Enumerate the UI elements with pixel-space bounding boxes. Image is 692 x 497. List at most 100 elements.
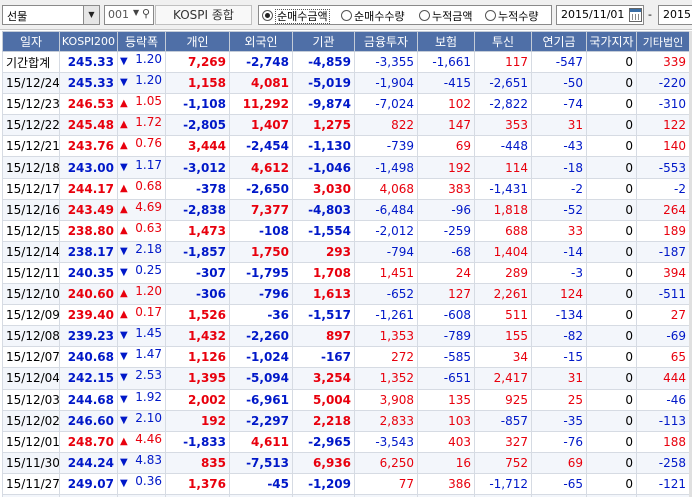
radio-dot-icon (419, 10, 430, 21)
table-row[interactable]: 기간합계 245.33 ▼ 1.20 7,269 -2,748 -4,859 -3,355 -1… (2, 50, 690, 74)
radio-net-amount[interactable]: 순매수금액 (262, 8, 330, 24)
col-header[interactable]: 금융투자 (354, 31, 418, 52)
value-cell: -6,961 (229, 388, 293, 411)
value-cell: 0 (586, 430, 637, 453)
kospi200-cell: 249.07 (59, 472, 118, 495)
value-cell: -258 (636, 451, 690, 474)
table-row[interactable]: 15/12/11 240.35 ▼ 0.25 -307 -1,795 1,708 1,451 2… (2, 261, 690, 285)
date-cell: 15/12/09 (2, 304, 60, 327)
value-cell: 5,004 (292, 388, 355, 411)
table-row[interactable]: 15/11/30 244.24 ▼ 4.83 835 -7,513 6,936 6,250 16… (2, 451, 690, 474)
col-header[interactable]: 연기금 (531, 31, 587, 52)
table-row[interactable]: 15/12/22 245.48 ▲ 1.72 -2,805 1,407 1,275 822 14… (2, 114, 690, 137)
table-row[interactable]: 15/12/14 238.17 ▼ 2.18 -1,857 1,750 293 -794 -68… (2, 240, 690, 263)
value-cell: 65 (636, 346, 690, 369)
col-header[interactable]: 기타법인 (636, 31, 690, 52)
value-cell: -2 (531, 177, 587, 200)
chevron-down-icon[interactable]: ▼ (83, 6, 99, 24)
end-date-value: 2015 (663, 8, 691, 21)
table-row[interactable]: 15/12/15 238.80 ▲ 0.63 1,473 -108 -1,554 -2,012… (2, 219, 690, 242)
col-header[interactable]: 개인 (165, 31, 230, 52)
value-cell: -2,260 (229, 325, 293, 348)
start-date-input[interactable]: 2015/11/01 (556, 5, 644, 25)
radio-cum-amount[interactable]: 누적금액 (419, 8, 472, 23)
table-row[interactable]: 15/12/21 243.76 ▲ 0.76 3,444 -2,454 -1,130 -739… (2, 135, 690, 158)
triangle-up-icon: ▲ (120, 182, 128, 194)
col-header[interactable]: 일자 (2, 31, 60, 52)
value-cell: 140 (636, 135, 690, 158)
table-row[interactable]: 15/12/04 242.15 ▼ 2.53 1,395 -5,094 3,254 1,352… (2, 367, 690, 390)
vertical-scrollbar[interactable] (689, 31, 692, 497)
value-cell: -306 (165, 283, 230, 306)
table-row[interactable]: 15/12/10 240.60 ▲ 1.20 -306 -796 1,613 -652 127 2… (2, 283, 690, 306)
triangle-down-icon: ▼ (120, 245, 128, 257)
value-cell: 4,068 (354, 177, 418, 200)
table-row[interactable]: 15/12/17 244.17 ▲ 0.68 -378 -2,650 3,030 4,068 3… (2, 177, 690, 200)
value-cell: 925 (474, 388, 532, 411)
value-cell: 4,081 (229, 72, 293, 95)
end-date-input[interactable]: 2015 (658, 5, 692, 25)
value-cell: -1,431 (474, 177, 532, 200)
table-row[interactable]: 15/12/03 244.68 ▼ 1.92 2,002 -6,961 5,004 3,908… (2, 388, 690, 411)
table-row[interactable]: 15/12/02 246.60 ▼ 2.10 192 -2,297 2,218 2,833 10… (2, 409, 690, 432)
value-cell: -50 (531, 72, 587, 95)
radio-cum-quantity[interactable]: 누적수량 (485, 8, 538, 23)
col-header[interactable]: 외국인 (229, 31, 293, 52)
col-header[interactable]: 보험 (417, 31, 475, 52)
change-value: 1.92 (135, 389, 162, 404)
change-value: 1.05 (135, 94, 162, 109)
value-cell: -65 (531, 472, 587, 495)
radio-net-quantity[interactable]: 순매수수량 (341, 8, 405, 23)
change-value: 0.25 (135, 262, 162, 277)
col-header[interactable]: 국가지자 (586, 31, 637, 52)
date-separator: - (648, 8, 652, 21)
col-header[interactable]: 기관 (292, 31, 355, 52)
calendar-icon[interactable] (629, 8, 642, 22)
value-cell: -608 (417, 304, 475, 327)
value-cell: -2,748 (229, 50, 293, 74)
change-cell: ▼ 4.83 (117, 451, 166, 474)
kospi200-cell: 245.48 (59, 114, 118, 137)
col-header[interactable]: KOSPI200 (59, 31, 118, 52)
value-cell: -5,019 (292, 72, 355, 95)
value-cell: 293 (292, 240, 355, 263)
change-cell: ▲ 4.69 (117, 198, 166, 221)
value-cell: 33 (531, 219, 587, 242)
change-value: 2.18 (135, 241, 162, 256)
table-row[interactable]: 15/12/16 243.49 ▲ 4.69 -2,838 7,377 -4,803 -6,4… (2, 198, 690, 221)
value-cell: 0 (586, 72, 637, 95)
kospi200-cell: 243.00 (59, 156, 118, 179)
value-cell: -18 (531, 156, 587, 179)
search-icon[interactable]: ⚲ (142, 7, 151, 20)
table-row[interactable]: 15/12/09 239.40 ▲ 0.17 1,526 -36 -1,517 -1,261-… (2, 304, 690, 327)
col-header[interactable]: 투신 (474, 31, 532, 52)
value-cell: -7,024 (354, 93, 418, 116)
value-cell: 1,432 (165, 325, 230, 348)
value-cell: 0 (586, 156, 637, 179)
table-row[interactable]: 15/12/18 243.00 ▼ 1.17 -3,012 4,612 -1,046 -1,4… (2, 156, 690, 179)
value-cell: 25 (531, 388, 587, 411)
value-cell: -1,904 (354, 72, 418, 95)
table-row[interactable]: 15/12/23 246.53 ▲ 1.05 -1,108 11,292 -9,874 -7,… (2, 93, 690, 116)
table-row[interactable]: 15/12/01 248.70 ▲ 4.46 -1,833 4,611 -2,965 -3,5… (2, 430, 690, 453)
table-row[interactable]: 15/12/08 239.23 ▼ 1.45 1,432 -2,260 897 1,353 -7… (2, 325, 690, 348)
code-input[interactable]: 001 ▼ ⚲ (104, 5, 154, 25)
chevron-down-icon[interactable]: ▼ (133, 8, 140, 17)
value-cell: -113 (636, 409, 690, 432)
table-row[interactable]: 15/12/07 240.68 ▼ 1.47 1,126 -1,024 -167 272 -58… (2, 346, 690, 369)
change-value: 1.20 (135, 52, 162, 67)
market-select[interactable]: 선물 ▼ (2, 5, 100, 25)
value-cell: -1,498 (354, 156, 418, 179)
col-header[interactable]: 등락폭 (117, 31, 166, 52)
value-cell: -415 (417, 72, 475, 95)
kospi200-cell: 240.68 (59, 346, 118, 369)
table-row[interactable]: 15/11/27 249.07 ▼ 0.36 1,376 -45 -1,209 77 386 -1… (2, 472, 690, 495)
table-row[interactable]: 15/11/26249.43▲2.85-2,4855,531-3,141-3,3… (2, 493, 690, 497)
kospi200-cell: 245.33 (59, 72, 118, 95)
table-row[interactable]: 15/12/24 245.33 ▼ 1.20 1,158 4,081 -5,019 -1,90… (2, 72, 690, 95)
kospi200-cell: 248.70 (59, 430, 118, 453)
index-name: KOSPI 종합 (155, 5, 252, 25)
value-cell: 0 (586, 198, 637, 221)
kospi200-cell: 243.76 (59, 135, 118, 158)
value-cell: -3 (531, 261, 587, 285)
